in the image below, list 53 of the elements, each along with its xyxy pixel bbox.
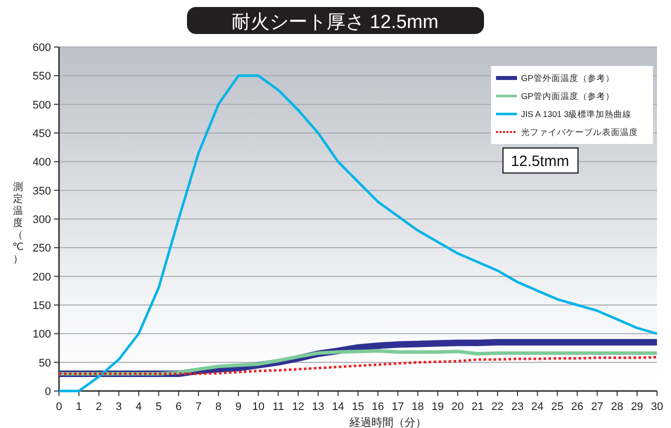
x-tick-label: 14 — [332, 401, 344, 413]
y-tick-label: 150 — [32, 300, 51, 312]
legend-label: GP管内面温度（参考） — [521, 91, 614, 101]
x-tick-label: 4 — [136, 401, 142, 413]
x-tick-label: 9 — [235, 401, 242, 413]
legend-label: 光ファイバケーブル表面温度 — [521, 127, 638, 137]
x-axis-title: 経過時間（分） — [348, 416, 426, 428]
x-tick-label: 27 — [591, 401, 604, 413]
y-tick-label: 500 — [32, 99, 51, 112]
x-tick-label: 7 — [195, 401, 202, 413]
y-tick-label: 200 — [32, 271, 51, 284]
line-series — [58, 356, 658, 376]
x-tick-label: 30 — [650, 401, 664, 413]
legend-label: GP管外面温度（参考） — [521, 73, 614, 83]
x-tick-label: 17 — [392, 401, 404, 413]
x-tick-label: 20 — [452, 401, 464, 413]
y-tick-label: 550 — [32, 70, 51, 83]
x-tick-label: 5 — [156, 401, 162, 413]
x-tick-label: 16 — [372, 401, 384, 413]
x-tick-label: 8 — [215, 401, 222, 413]
x-tick-label: 3 — [116, 401, 122, 413]
x-tick-label: 24 — [531, 401, 544, 413]
legend-label: JIS A 1301 3級標準加熱曲線 — [521, 109, 632, 119]
annotation: 12.5tmm — [510, 153, 570, 170]
y-tick-label: 50 — [38, 357, 51, 370]
x-tick-label: 12 — [292, 401, 304, 413]
y-tick-label: 250 — [32, 242, 51, 255]
x-tick-label: 15 — [352, 401, 364, 413]
y-tick-label: 0 — [44, 386, 51, 398]
y-tick-label: 300 — [32, 214, 51, 226]
x-tick-label: 29 — [630, 401, 644, 413]
y-tick-label: 600 — [32, 42, 51, 54]
x-tick-label: 1 — [76, 401, 82, 413]
x-tick-label: 6 — [176, 401, 182, 413]
chart-title: 耐火シート厚さ 12.5mm — [232, 12, 438, 33]
x-tick-label: 0 — [56, 401, 62, 413]
x-tick-label: 21 — [471, 401, 484, 413]
y-tick-label: 450 — [32, 128, 51, 140]
x-tick-label: 23 — [511, 401, 524, 413]
x-tick-label: 26 — [571, 401, 584, 413]
x-tick-label: 10 — [252, 401, 264, 413]
x-tick-label: 18 — [412, 401, 424, 413]
x-tick-label: 25 — [551, 401, 564, 413]
x-tick-label: 13 — [312, 401, 324, 413]
y-axis-title: 測定温度（℃） — [12, 181, 24, 265]
y-tick-label: 350 — [32, 185, 51, 198]
x-tick-label: 19 — [432, 401, 444, 413]
y-tick-label: 100 — [32, 328, 51, 341]
x-tick-label: 22 — [491, 401, 504, 413]
x-tick-label: 28 — [611, 401, 624, 413]
x-tick-label: 2 — [96, 401, 102, 413]
x-tick-label: 11 — [272, 401, 284, 413]
y-tick-label: 400 — [32, 156, 51, 169]
